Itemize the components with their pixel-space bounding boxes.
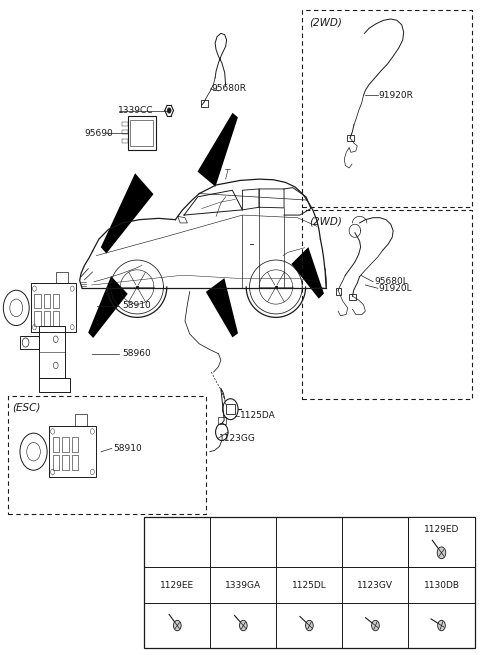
Bar xyxy=(72,437,78,452)
Bar xyxy=(302,210,472,400)
Text: (2WD): (2WD) xyxy=(310,17,342,27)
Text: 91920L: 91920L xyxy=(379,284,412,293)
Text: 1125DA: 1125DA xyxy=(240,411,276,421)
Bar xyxy=(20,336,39,349)
Bar xyxy=(349,293,356,300)
Bar xyxy=(62,455,69,470)
Circle shape xyxy=(173,620,181,631)
Bar xyxy=(302,10,472,206)
Circle shape xyxy=(372,620,379,631)
Bar xyxy=(201,100,208,107)
Polygon shape xyxy=(88,276,128,338)
Text: 1129ED: 1129ED xyxy=(424,525,459,534)
Polygon shape xyxy=(197,113,238,187)
Bar xyxy=(408,517,475,567)
Text: 58910: 58910 xyxy=(113,444,142,453)
Polygon shape xyxy=(206,278,238,337)
Bar xyxy=(144,517,475,648)
Bar xyxy=(336,288,341,295)
Bar xyxy=(72,455,78,470)
Polygon shape xyxy=(101,173,154,253)
Circle shape xyxy=(437,547,446,559)
Bar xyxy=(62,437,69,452)
Text: (2WD): (2WD) xyxy=(310,216,342,227)
Bar xyxy=(56,272,68,284)
Text: 1123GV: 1123GV xyxy=(358,580,394,590)
Text: 58960: 58960 xyxy=(123,349,152,358)
Bar xyxy=(39,326,65,379)
Text: 95680R: 95680R xyxy=(211,84,246,94)
Bar xyxy=(31,284,76,332)
Bar xyxy=(347,135,354,141)
Text: 95680L: 95680L xyxy=(374,277,408,286)
Text: (ESC): (ESC) xyxy=(12,403,41,413)
Bar xyxy=(218,417,226,424)
Text: 1123GG: 1123GG xyxy=(218,434,255,443)
Bar xyxy=(75,413,87,426)
Bar xyxy=(128,116,156,150)
Bar xyxy=(35,293,41,308)
Text: 1125DL: 1125DL xyxy=(292,580,327,590)
Polygon shape xyxy=(291,247,324,299)
Bar xyxy=(44,293,50,308)
Circle shape xyxy=(167,108,171,113)
Bar xyxy=(131,120,154,146)
Circle shape xyxy=(306,620,313,631)
Bar xyxy=(122,139,128,143)
Circle shape xyxy=(438,620,445,631)
Bar xyxy=(44,311,50,326)
Text: 95690: 95690 xyxy=(84,129,113,138)
Bar xyxy=(8,396,206,514)
Text: 1129EE: 1129EE xyxy=(160,580,194,590)
Text: 58910: 58910 xyxy=(123,301,152,310)
Bar xyxy=(53,455,59,470)
Circle shape xyxy=(240,620,247,631)
Text: 1130DB: 1130DB xyxy=(423,580,459,590)
Bar xyxy=(122,122,128,126)
Text: 1339CC: 1339CC xyxy=(118,106,154,115)
Bar xyxy=(35,311,41,326)
Bar xyxy=(53,437,59,452)
Bar xyxy=(122,130,128,134)
Text: 91920R: 91920R xyxy=(379,91,414,100)
Bar xyxy=(226,404,235,415)
Bar xyxy=(39,379,70,392)
Bar xyxy=(48,426,96,477)
Bar xyxy=(53,311,59,326)
Text: 1339GA: 1339GA xyxy=(225,580,262,590)
Bar xyxy=(53,293,59,308)
